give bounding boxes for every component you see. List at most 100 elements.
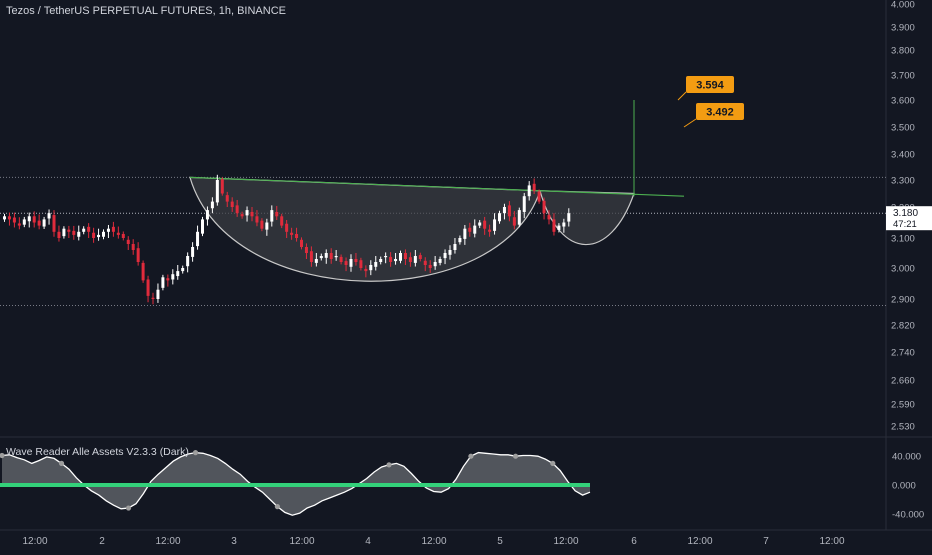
target-label-text: 3.492 xyxy=(706,107,734,119)
last-price-tag xyxy=(886,206,932,231)
candle-body xyxy=(517,210,521,225)
osc-tick-label: 40.000 xyxy=(892,452,921,463)
oscillator-dot xyxy=(0,452,5,459)
price-tick-label: 3.600 xyxy=(891,96,915,107)
candle-body xyxy=(156,289,160,299)
price-tick-label: 2.900 xyxy=(891,295,915,306)
candle-body xyxy=(448,250,452,255)
candle-body xyxy=(522,196,526,212)
candle-body xyxy=(171,274,175,280)
candle-body xyxy=(473,225,477,234)
candle-body xyxy=(300,239,303,247)
candle-body xyxy=(205,210,209,220)
candle-body xyxy=(453,244,457,250)
price-tick-label: 3.100 xyxy=(891,234,915,245)
candle-body xyxy=(334,256,338,258)
oscillator-title: Wave Reader Alle Assets V2.3.3 (Dark) xyxy=(6,446,189,458)
candle-body xyxy=(235,205,239,214)
candle-body xyxy=(136,248,140,262)
price-tick-label: 2.740 xyxy=(891,348,915,359)
candle-body xyxy=(463,228,467,239)
candle-body xyxy=(552,219,556,232)
candle-body xyxy=(344,261,348,265)
price-tick-label: 3.800 xyxy=(891,46,915,57)
candle-body xyxy=(433,262,437,267)
time-tick-label: 6 xyxy=(631,536,637,547)
candle-body xyxy=(27,216,31,222)
candle-body xyxy=(166,278,170,281)
candle-body xyxy=(339,256,343,262)
candle-body xyxy=(379,259,383,262)
candle-body xyxy=(52,215,56,232)
oscillator-dot xyxy=(58,460,65,466)
time-tick-label: 12:00 xyxy=(289,536,314,547)
candle-body xyxy=(285,223,289,232)
candle-body xyxy=(17,223,21,226)
candle-body xyxy=(225,195,229,202)
candle-body xyxy=(413,256,417,263)
target-label-box xyxy=(696,103,744,120)
oscillator-dot xyxy=(192,450,199,456)
candle-body xyxy=(394,259,398,262)
candle-body xyxy=(131,244,135,250)
candle-body xyxy=(374,262,378,267)
candle-body xyxy=(512,217,516,226)
candle-body xyxy=(220,179,224,194)
candle-body xyxy=(215,180,219,203)
candle-body xyxy=(146,279,150,296)
candle-body xyxy=(92,232,96,238)
candle-body xyxy=(304,247,308,253)
candle-body xyxy=(498,213,501,222)
candle-body xyxy=(270,210,274,222)
candle-body xyxy=(57,231,61,238)
target-label-text: 3.594 xyxy=(696,80,724,92)
candle-body xyxy=(191,247,195,257)
time-tick-label: 4 xyxy=(365,536,371,547)
candle-body xyxy=(324,253,328,258)
time-tick-label: 3 xyxy=(231,536,237,547)
candle-body xyxy=(47,213,51,219)
candle-body xyxy=(567,213,571,222)
candle-body xyxy=(7,216,11,220)
candle-body xyxy=(3,216,6,220)
candle-body xyxy=(210,201,214,209)
time-tick-label: 12:00 xyxy=(553,536,578,547)
candle-body xyxy=(418,255,422,259)
candle-body xyxy=(176,271,180,277)
candle-body xyxy=(478,222,482,226)
candle-body xyxy=(151,297,155,299)
candle-body xyxy=(547,215,551,220)
candle-body xyxy=(265,222,269,230)
candle-body xyxy=(309,251,313,262)
candle-body xyxy=(542,200,546,214)
candle-body xyxy=(72,230,76,235)
candle-body xyxy=(532,183,536,191)
candle-body xyxy=(369,265,373,271)
candle-body xyxy=(507,205,511,217)
candle-body xyxy=(32,216,36,223)
candle-body xyxy=(230,201,234,207)
candle-body xyxy=(537,191,541,202)
candle-body xyxy=(488,229,492,232)
candle-body xyxy=(102,231,105,237)
candle-body xyxy=(22,219,26,225)
candle-body xyxy=(295,233,299,238)
price-tick-label: 3.300 xyxy=(891,176,915,187)
candle-body xyxy=(354,259,358,262)
oscillator-dot xyxy=(274,504,280,510)
time-tick-label: 12:00 xyxy=(22,536,47,547)
candle-body xyxy=(196,231,200,247)
osc-tick-label: -40.000 xyxy=(892,509,924,520)
candle-body xyxy=(67,229,71,232)
neckline xyxy=(189,176,685,197)
candle-body xyxy=(201,219,204,234)
candle-body xyxy=(280,216,284,226)
last-price-text: 3.180 xyxy=(893,208,918,219)
candle-body xyxy=(438,259,442,263)
time-tick-label: 12:00 xyxy=(421,536,446,547)
candle-body xyxy=(359,260,363,268)
candle-body xyxy=(275,211,279,217)
candle-body xyxy=(62,228,66,237)
